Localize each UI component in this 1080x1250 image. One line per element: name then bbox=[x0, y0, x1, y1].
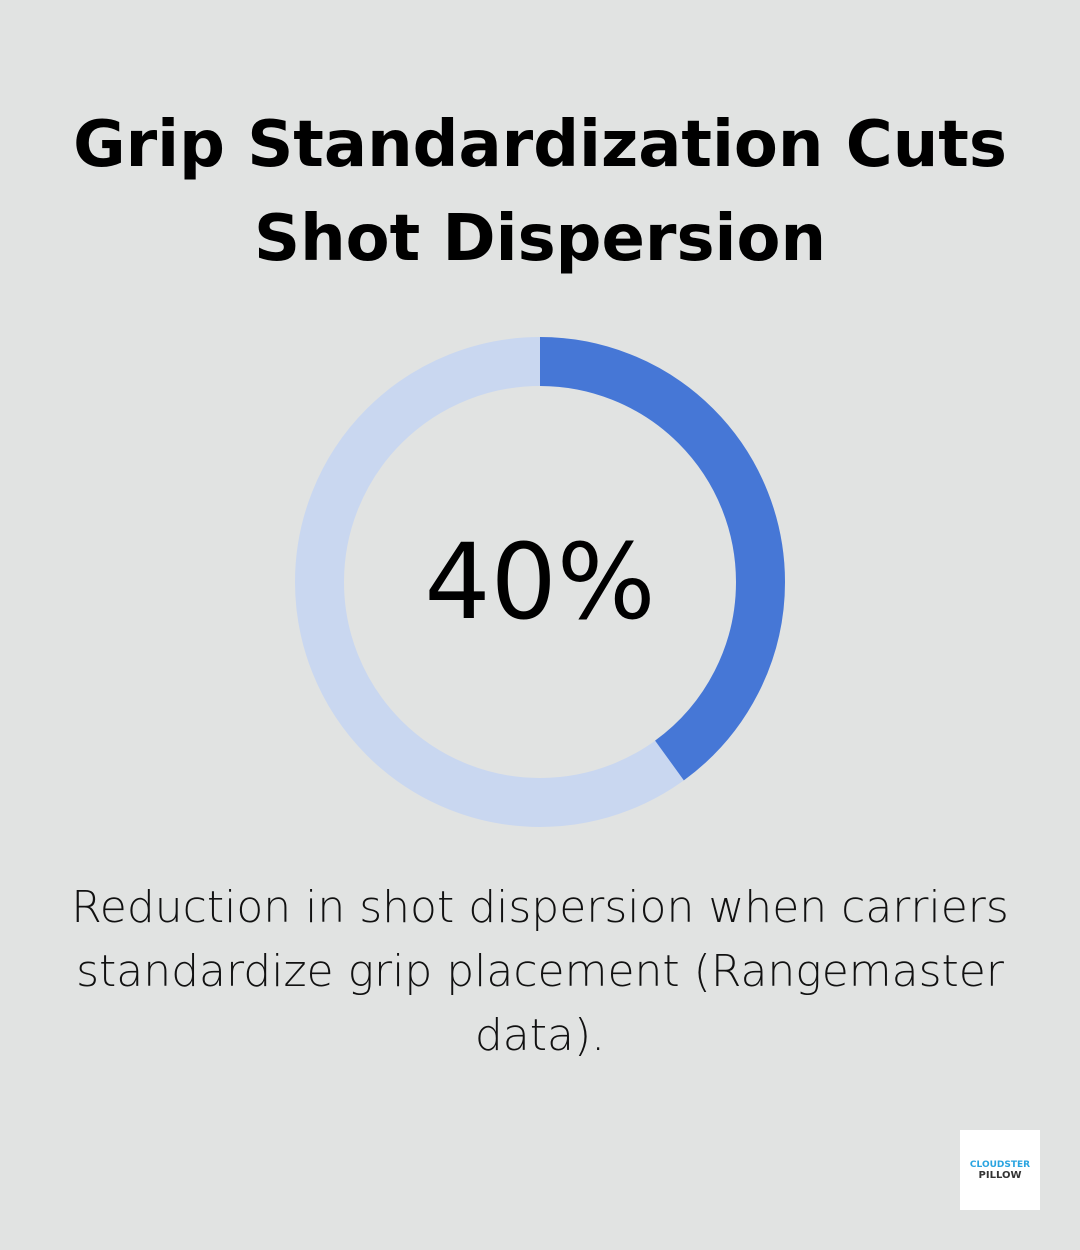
donut-chart bbox=[295, 337, 785, 827]
description-line-3: data). bbox=[474, 1010, 606, 1061]
chart-description: Reduction in shot dispersion when carrie… bbox=[70, 876, 1010, 1068]
description-line-2: standardize grip placement (Rangemaster bbox=[76, 946, 1004, 997]
brand-logo: CLOUDSTER PILLOW bbox=[960, 1130, 1040, 1210]
donut-fill-arc bbox=[295, 337, 785, 827]
description-line-1: Reduction in shot dispersion when carrie… bbox=[71, 882, 1009, 933]
chart-title: Grip Standardization Cuts Shot Dispersio… bbox=[0, 98, 1080, 286]
title-line-1: Grip Standardization Cuts bbox=[73, 108, 1007, 182]
logo-text-2: PILLOW bbox=[978, 1169, 1022, 1181]
logo-text-1: CLOUDSTER bbox=[969, 1159, 1031, 1170]
center-value: 40% bbox=[424, 521, 656, 643]
title-line-2: Shot Dispersion bbox=[254, 202, 826, 276]
donut-svg bbox=[295, 337, 785, 827]
